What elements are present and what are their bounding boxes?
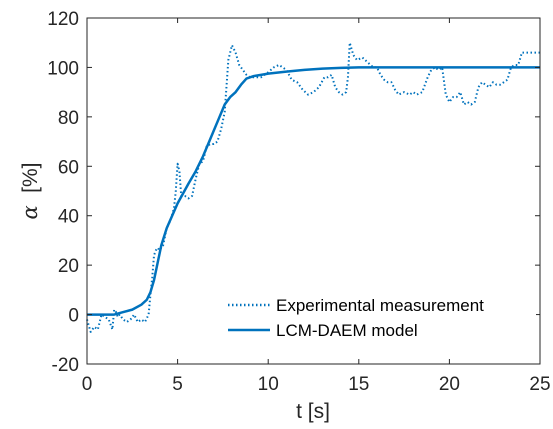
y-tick-label: 0 [68, 306, 79, 327]
svg-text:α [%]: α [%] [18, 163, 42, 220]
series-line-experimental [86, 41, 540, 333]
x-tick-label: 25 [529, 374, 550, 395]
y-tick-label: 60 [58, 157, 79, 178]
x-tick-label: 10 [258, 374, 279, 395]
series-layer [86, 41, 540, 333]
y-tick-label: 100 [47, 58, 79, 79]
x-tick-label: 0 [82, 374, 93, 395]
x-tick-label: 15 [348, 374, 369, 395]
series-line-model [87, 66, 540, 316]
y-tick-label: -20 [52, 355, 79, 376]
y-tick-label: 40 [58, 207, 79, 228]
x-tick-label: 5 [172, 374, 183, 395]
x-tick-label: 20 [439, 374, 460, 395]
y-axis-label-unit: [%] [19, 163, 42, 193]
plot-frame [86, 17, 541, 365]
y-tick-label: 20 [58, 256, 79, 277]
y-tick-labels: -20 0 20 40 60 80 100 120 [47, 9, 79, 376]
legend-label-experimental: Experimental measurement [276, 296, 484, 315]
legend-label-model: LCM-DAEM model [276, 321, 418, 340]
y-tick-label: 120 [47, 9, 79, 30]
legend-box [220, 287, 536, 351]
ticks-layer [86, 17, 541, 365]
x-axis-label: t [s] [296, 400, 330, 423]
x-tick-labels: 0 5 10 15 20 25 [82, 374, 551, 395]
y-axis-label-symbol: α [18, 205, 42, 219]
legend: Experimental measurement LCM-DAEM model [220, 287, 536, 351]
y-axis-label: α [%] [18, 163, 42, 220]
y-tick-label: 80 [58, 108, 79, 129]
